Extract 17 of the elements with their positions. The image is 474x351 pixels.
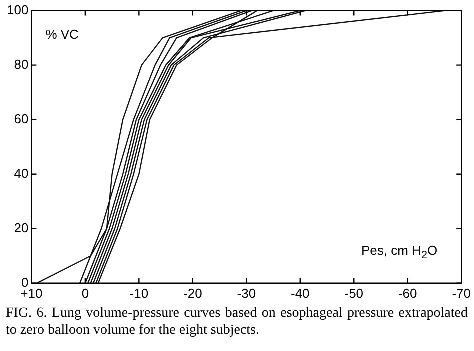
y-tick-label: 0 — [21, 274, 29, 290]
y-tick-label: 20 — [14, 220, 29, 236]
x-tick-label: -40 — [290, 286, 310, 301]
x-tick-label: -10 — [130, 286, 149, 301]
y-tick-label: 100 — [6, 2, 29, 18]
x-tick-label: -50 — [344, 286, 364, 301]
y-tick-label: 60 — [14, 111, 29, 126]
y-axis-title: % VC — [46, 26, 79, 42]
x-tick-label: -60 — [398, 286, 418, 301]
x-tick-label: -70 — [452, 286, 472, 301]
x-axis-title: Pes, cm H$_{2}$O — [361, 243, 438, 262]
caption: FIG. 6. Lung volume-pressure curves based on esophageal pressure extrapolated to zero balloon volume for the eight subjects. — [5, 305, 469, 339]
x-tick-label: -30 — [237, 286, 256, 301]
y-tick-label: 40 — [14, 166, 29, 181]
x-tick-label: -20 — [184, 286, 202, 301]
y-tick-label: 80 — [14, 56, 29, 72]
x-tick-label: 0 — [82, 286, 90, 301]
